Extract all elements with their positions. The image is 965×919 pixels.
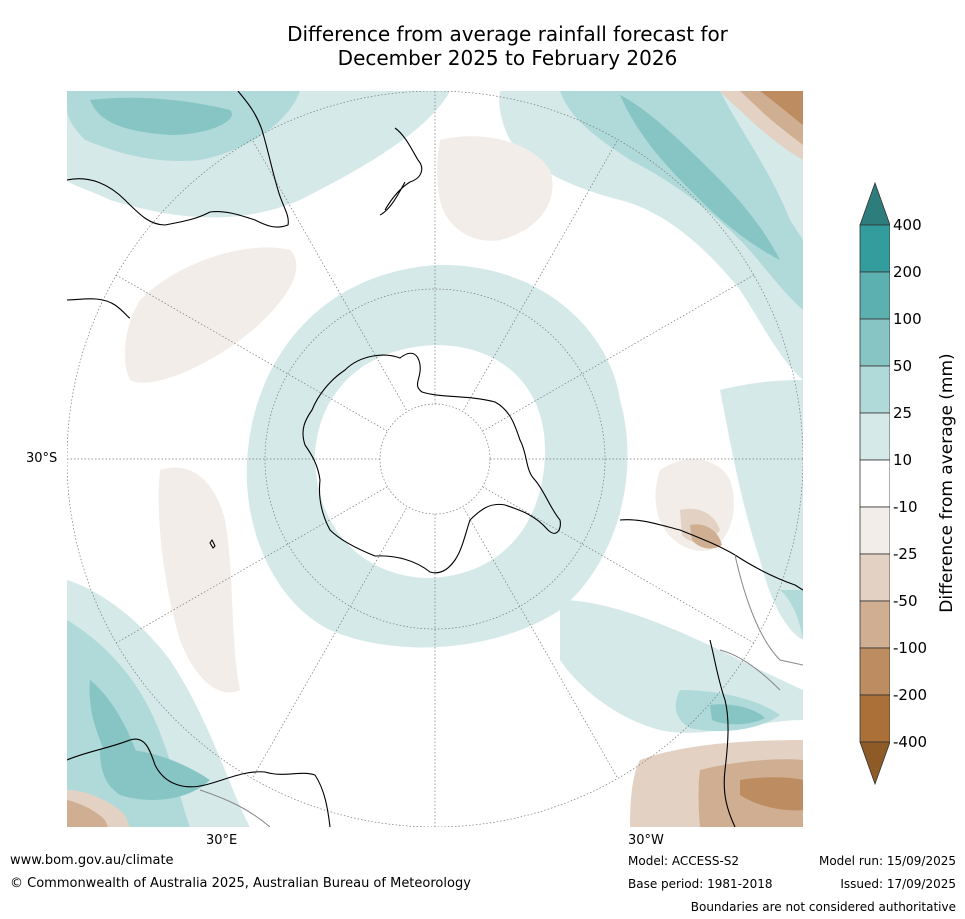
wet-band-east-25-50 — [780, 590, 803, 640]
wet-band-northeast-25-50 — [560, 91, 803, 310]
boundary-south-america-2 — [719, 649, 781, 691]
coastline-australia — [67, 91, 289, 319]
lat-label-30s: 30°S — [26, 451, 58, 466]
colorbar-segment — [859, 694, 890, 743]
colorbar-segment — [859, 271, 890, 320]
colorbar-tick-label: -200 — [893, 686, 928, 704]
chart-title: Difference from average rainfall forecas… — [120, 22, 895, 70]
graticule — [67, 91, 803, 827]
footer-copyright: © Commonwealth of Australia 2025, Austra… — [10, 876, 471, 891]
colorbar-extend-max — [859, 181, 890, 226]
dry-patch-southwest — [158, 467, 240, 693]
coastline-antarctica — [302, 352, 561, 574]
colorbar-tick-label: -25 — [893, 545, 918, 563]
colorbar-segment — [859, 553, 890, 602]
wet-band-east — [720, 380, 803, 640]
meridian-150w — [462, 140, 618, 412]
colorbar-tick-label: 10 — [893, 451, 913, 469]
boundary-south-america — [734, 554, 803, 666]
colorbar-segment — [859, 506, 890, 555]
coastline-new-zealand — [379, 127, 423, 216]
dry-patch-southeast-100 — [740, 777, 803, 811]
footer-base-period: Base period: 1981-2018 — [628, 877, 773, 891]
footer-issued: Issued: 17/09/2025 — [840, 877, 956, 891]
footer-url[interactable]: www.bom.gov.au/climate — [10, 853, 174, 868]
colorbar-tick-label: 100 — [893, 310, 922, 328]
colorbar-segment — [859, 318, 890, 367]
colorbar-tick-label: 25 — [893, 404, 913, 422]
colorbar-tick-label: -400 — [893, 733, 928, 751]
boundary-africa — [199, 789, 271, 827]
dry-patch-north — [437, 136, 553, 241]
coastlines — [67, 91, 803, 827]
meridian-30e — [252, 506, 408, 778]
colorbar-tick-label: 200 — [893, 263, 922, 281]
coastline-madagascar — [209, 539, 216, 549]
colorbar-segment — [859, 647, 890, 696]
colorbar-tick-label: -100 — [893, 639, 928, 657]
colorbar-segment — [859, 412, 890, 461]
footer-model-run: Model run: 15/09/2025 — [818, 854, 956, 868]
map-content — [67, 91, 803, 827]
colorbar-tick-label: 50 — [893, 357, 913, 375]
colorbar-tick-label: -10 — [893, 498, 918, 516]
anomaly-shading — [67, 91, 803, 827]
colorbar-tick-label: -50 — [893, 592, 918, 610]
ring-wet-10-25 — [246, 264, 628, 648]
colorbar-segment — [859, 224, 890, 273]
coastline-africa — [67, 738, 331, 827]
colorbar — [859, 181, 890, 785]
lon-label-30w: 30°W — [628, 833, 664, 848]
meridian-150e — [252, 140, 408, 412]
colorbar-segment — [859, 600, 890, 649]
dry-patch-northeast-200 — [760, 91, 803, 125]
footer-model: Model: ACCESS-S2 — [628, 854, 740, 868]
country-boundaries — [199, 554, 803, 827]
wet-band-northeast-50-100 — [620, 95, 780, 260]
title-line-2: December 2025 to February 2026 — [337, 46, 678, 70]
coastline-south-america — [619, 519, 803, 827]
colorbar-extend-min — [859, 741, 890, 785]
colorbar-tick-label: 400 — [893, 216, 922, 234]
lon-label-30e: 30°E — [206, 833, 238, 848]
colorbar-segment — [859, 459, 890, 508]
lat-circle-60s — [264, 288, 606, 630]
colorbar-title: Difference from average (mm) — [937, 353, 957, 613]
dry-patch-west — [124, 247, 297, 383]
wet-band-southwest-cape — [100, 749, 210, 800]
wet-band-northwest-50-100 — [90, 97, 232, 135]
wet-band-southeast-50-100 — [710, 704, 765, 725]
dry-patch-andes-50 — [690, 524, 722, 549]
title-line-1: Difference from average rainfall forecas… — [287, 22, 728, 46]
dry-patch-southwest-corner-50 — [67, 800, 108, 827]
footer-disclaimer: Boundaries are not considered authoritat… — [690, 900, 956, 914]
meridian-30w — [462, 506, 618, 778]
colorbar-segment — [859, 365, 890, 414]
